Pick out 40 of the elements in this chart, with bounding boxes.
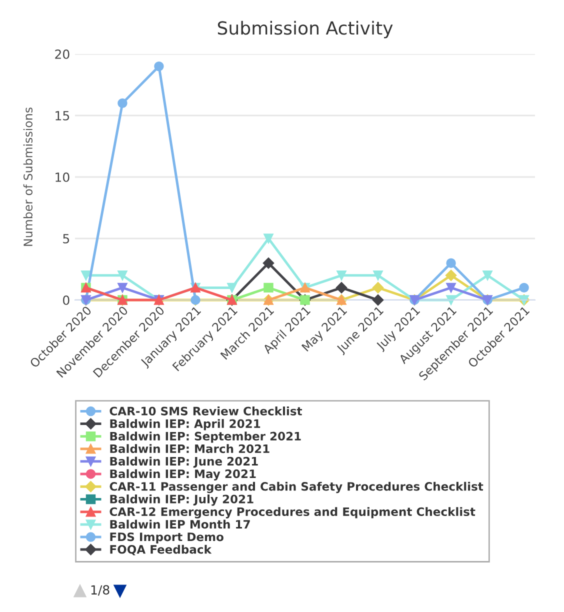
legend-label: Baldwin IEP: September 2021: [110, 432, 301, 443]
legend-label: CAR-10 SMS Review Checklist: [110, 406, 302, 416]
point: [372, 294, 384, 306]
y-tick-label: 10: [56, 172, 70, 182]
legend-label: FOQA Feedback: [110, 544, 212, 556]
legend-label: Baldwin IEP: March 2021: [110, 444, 270, 454]
point: [81, 270, 91, 280]
point: [336, 282, 348, 294]
point: [264, 282, 274, 293]
point: [446, 295, 456, 305]
y-axis-title: Number of Submissions: [23, 108, 32, 246]
legend-label: CAR-12 Emergency Procedures and Equipment Checklist: [110, 507, 476, 518]
point: [445, 270, 457, 282]
point: [336, 270, 346, 280]
y-tick-label: 20: [55, 49, 70, 59]
point: [446, 258, 456, 268]
legend-label: Baldwin IEP Month 17: [110, 520, 250, 529]
point: [446, 282, 456, 293]
point: [118, 270, 128, 280]
point: [373, 270, 383, 280]
legend-label: CAR-11 Passenger and Cabin Safety Procedures Checklist: [110, 482, 484, 494]
point: [482, 270, 492, 280]
legend-label: FDS Import Demo: [110, 532, 224, 544]
y-tick-label: 0: [63, 295, 70, 305]
legend-label: Baldwin IEP: July 2021: [110, 494, 254, 506]
legend-label: Baldwin IEP: April 2021: [110, 419, 260, 430]
point: [519, 282, 529, 293]
y-tick-label: 15: [56, 111, 70, 120]
legend-label: Baldwin IEP: June 2021: [110, 456, 258, 468]
legend-label: Baldwin IEP: May 2021: [110, 469, 256, 480]
text: 1/8: [91, 585, 110, 596]
point: [227, 282, 237, 293]
point: [372, 282, 384, 294]
point: [118, 98, 128, 108]
point: [264, 234, 274, 244]
y-tick-label: 5: [63, 234, 70, 244]
point: [154, 61, 164, 72]
chart-title: Submission Activity: [218, 20, 393, 38]
point: [118, 282, 128, 293]
point: [262, 257, 274, 269]
